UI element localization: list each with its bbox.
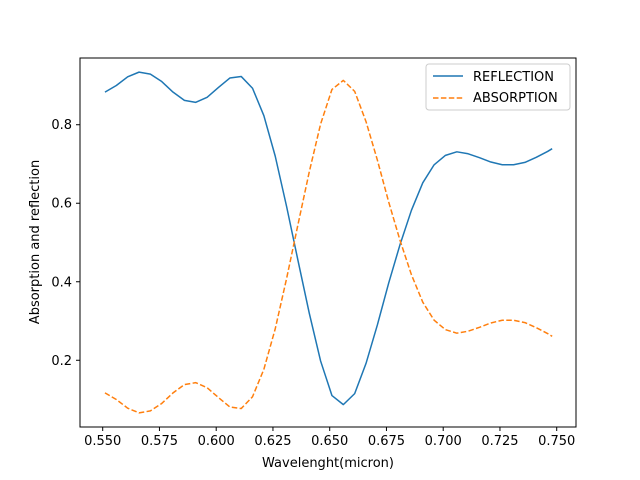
x-tick-label: 0.575 bbox=[141, 434, 178, 449]
y-axis-label: Absorption and reflection bbox=[28, 160, 43, 324]
plot-frame bbox=[79, 57, 577, 428]
x-tick-label: 0.600 bbox=[198, 434, 235, 449]
x-tick-label: 0.750 bbox=[538, 434, 575, 449]
y-tick-label: 0.2 bbox=[51, 354, 72, 369]
x-axis: 0.550 0.575 0.600 0.625 0.650 0.675 0.700 0.725… bbox=[84, 427, 575, 449]
series-layer bbox=[104, 71, 553, 414]
legend-label-reflection: REFLECTION bbox=[473, 70, 554, 85]
x-tick-label: 0.700 bbox=[425, 434, 462, 449]
x-tick-label: 0.550 bbox=[84, 434, 121, 449]
series-line-absorption bbox=[104, 79, 553, 414]
x-tick-label: 0.675 bbox=[368, 434, 405, 449]
y-tick-label: 0.8 bbox=[51, 118, 72, 133]
x-axis-label: Wavelenght(micron) bbox=[262, 456, 394, 471]
y-axis: 0.2 0.4 0.6 0.8 bbox=[51, 118, 80, 369]
x-tick-label: 0.625 bbox=[254, 434, 291, 449]
x-tick-label: 0.650 bbox=[311, 434, 348, 449]
series-line-reflection bbox=[104, 71, 553, 406]
y-tick-label: 0.4 bbox=[51, 275, 72, 290]
legend: REFLECTION ABSORPTION bbox=[425, 63, 571, 111]
legend-label-absorption: ABSORPTION bbox=[473, 91, 558, 106]
x-tick-label: 0.725 bbox=[481, 434, 518, 449]
y-tick-label: 0.6 bbox=[51, 197, 72, 212]
